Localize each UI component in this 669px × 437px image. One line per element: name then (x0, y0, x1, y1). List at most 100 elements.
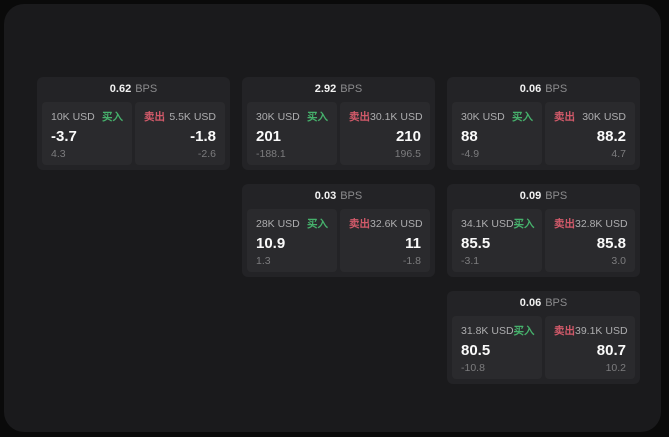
sell-delta: -2.6 (197, 147, 216, 160)
buy-amount: 30K USD (461, 111, 505, 123)
quote-card: 0.62 BPS 10K USD 买入 -3.7 4.3 卖出 5.5K USD … (37, 77, 230, 170)
bps-header: 0.06 BPS (452, 77, 635, 102)
sell-panel[interactable]: 卖出 30K USD 88.2 4.7 (545, 102, 635, 165)
bps-unit: BPS (545, 190, 568, 202)
quote-panels: 30K USD 买入 88 -4.9 卖出 30K USD 88.2 4.7 (452, 102, 635, 165)
sell-panel[interactable]: 卖出 30.1K USD 210 196.5 (340, 102, 430, 165)
quote-panels: 34.1K USD 买入 85.5 -3.1 卖出 32.8K USD 85.8… (452, 209, 635, 272)
bps-header: 2.92 BPS (247, 77, 430, 102)
buy-price: 85.5 (461, 234, 491, 252)
buy-panel-top: 28K USD 买入 (256, 216, 328, 231)
sell-panel[interactable]: 卖出 32.6K USD 11 -1.8 (340, 209, 430, 272)
quote-card: 0.06 BPS 31.8K USD 买入 80.5 -10.8 卖出 39.1K… (447, 291, 640, 384)
buy-delta: -3.1 (461, 254, 480, 267)
buy-price: 88 (461, 127, 478, 145)
buy-amount: 30K USD (256, 111, 300, 123)
bps-value: 0.06 (519, 297, 542, 309)
sell-amount: 32.6K USD (370, 218, 423, 230)
bps-value: 2.92 (314, 83, 337, 95)
bps-unit: BPS (545, 297, 568, 309)
sell-panel[interactable]: 卖出 5.5K USD -1.8 -2.6 (135, 102, 225, 165)
buy-panel-top: 30K USD 买入 (256, 109, 328, 124)
quote-panels: 28K USD 买入 10.9 1.3 卖出 32.6K USD 11 -1.8 (247, 209, 430, 272)
sell-label: 卖出 (349, 218, 370, 230)
sell-panel-top: 卖出 32.6K USD (349, 216, 423, 231)
buy-price: 10.9 (256, 234, 286, 252)
buy-delta: -4.9 (461, 147, 480, 160)
sell-panel-top: 卖出 30.1K USD (349, 109, 423, 124)
buy-panel-top: 31.8K USD 买入 (461, 323, 535, 338)
buy-panel-top: 34.1K USD 买入 (461, 216, 535, 231)
sell-label: 卖出 (554, 218, 575, 230)
buy-label: 买入 (513, 325, 535, 337)
buy-label: 买入 (102, 111, 123, 123)
buy-panel[interactable]: 30K USD 买入 201 -188.1 (247, 102, 337, 165)
bps-value: 0.06 (519, 83, 542, 95)
quote-panels: 10K USD 买入 -3.7 4.3 卖出 5.5K USD -1.8 -2.… (42, 102, 225, 165)
sell-price: 11 (405, 234, 421, 252)
sell-delta: -1.8 (402, 254, 421, 267)
buy-price: 201 (256, 127, 282, 145)
buy-label: 买入 (307, 111, 328, 123)
bps-header: 0.03 BPS (247, 184, 430, 209)
buy-label: 买入 (307, 218, 328, 230)
buy-amount: 10K USD (51, 111, 95, 123)
sell-price: 80.7 (596, 341, 626, 359)
sell-amount: 32.8K USD (575, 218, 628, 230)
bps-unit: BPS (340, 190, 363, 202)
quote-card: 0.03 BPS 28K USD 买入 10.9 1.3 卖出 32.6K USD… (242, 184, 435, 277)
bps-unit: BPS (135, 83, 158, 95)
sell-panel-top: 卖出 39.1K USD (554, 323, 628, 338)
buy-panel[interactable]: 34.1K USD 买入 85.5 -3.1 (452, 209, 542, 272)
buy-panel-top: 10K USD 买入 (51, 109, 123, 124)
buy-label: 买入 (513, 218, 535, 230)
sell-panel-top: 卖出 5.5K USD (144, 109, 216, 124)
sell-amount: 30K USD (582, 111, 626, 123)
bps-unit: BPS (340, 83, 363, 95)
bps-value: 0.03 (314, 190, 337, 202)
buy-amount: 31.8K USD (461, 325, 514, 337)
bps-value: 0.09 (519, 190, 542, 202)
bps-header: 0.06 BPS (452, 291, 635, 316)
quote-panels: 31.8K USD 买入 80.5 -10.8 卖出 39.1K USD 80.… (452, 316, 635, 379)
sell-delta: 4.7 (611, 147, 626, 160)
bps-unit: BPS (545, 83, 568, 95)
bps-header: 0.62 BPS (42, 77, 225, 102)
sell-amount: 5.5K USD (169, 111, 216, 123)
sell-amount: 39.1K USD (575, 325, 628, 337)
quote-card: 0.06 BPS 30K USD 买入 88 -4.9 卖出 30K USD 88… (447, 77, 640, 170)
buy-price: 80.5 (461, 341, 491, 359)
buy-delta: 4.3 (51, 147, 66, 160)
buy-amount: 28K USD (256, 218, 300, 230)
sell-delta: 3.0 (611, 254, 626, 267)
sell-label: 卖出 (554, 325, 575, 337)
sell-price: 210 (395, 127, 421, 145)
quote-card: 0.09 BPS 34.1K USD 买入 85.5 -3.1 卖出 32.8K … (447, 184, 640, 277)
bps-header: 0.09 BPS (452, 184, 635, 209)
buy-delta: -10.8 (461, 361, 485, 374)
sell-delta: 196.5 (394, 147, 421, 160)
sell-amount: 30.1K USD (370, 111, 423, 123)
buy-panel[interactable]: 30K USD 买入 88 -4.9 (452, 102, 542, 165)
buy-panel[interactable]: 10K USD 买入 -3.7 4.3 (42, 102, 132, 165)
sell-delta: 10.2 (605, 361, 626, 374)
buy-panel[interactable]: 28K USD 买入 10.9 1.3 (247, 209, 337, 272)
quote-card: 2.92 BPS 30K USD 买入 201 -188.1 卖出 30.1K U… (242, 77, 435, 170)
sell-panel[interactable]: 卖出 32.8K USD 85.8 3.0 (545, 209, 635, 272)
quote-panels: 30K USD 买入 201 -188.1 卖出 30.1K USD 210 1… (247, 102, 430, 165)
buy-label: 买入 (512, 111, 533, 123)
sell-panel-top: 卖出 30K USD (554, 109, 626, 124)
sell-label: 卖出 (554, 111, 575, 123)
buy-amount: 34.1K USD (461, 218, 514, 230)
sell-panel-top: 卖出 32.8K USD (554, 216, 628, 231)
quote-tiles-grid: 0.62 BPS 10K USD 买入 -3.7 4.3 卖出 5.5K USD … (37, 77, 640, 384)
sell-label: 卖出 (144, 111, 165, 123)
sell-price: 85.8 (596, 234, 626, 252)
buy-panel[interactable]: 31.8K USD 买入 80.5 -10.8 (452, 316, 542, 379)
sell-panel[interactable]: 卖出 39.1K USD 80.7 10.2 (545, 316, 635, 379)
bps-value: 0.62 (109, 83, 132, 95)
sell-price: -1.8 (190, 127, 216, 145)
sell-price: 88.2 (596, 127, 626, 145)
buy-panel-top: 30K USD 买入 (461, 109, 533, 124)
buy-price: -3.7 (51, 127, 77, 145)
